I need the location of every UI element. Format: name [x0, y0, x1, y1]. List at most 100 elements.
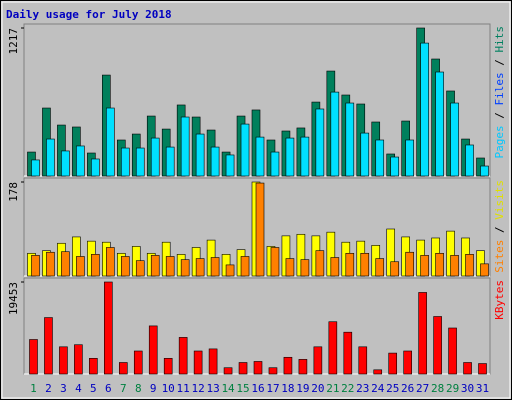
bar	[418, 292, 427, 375]
bar	[31, 159, 40, 177]
bar	[61, 251, 70, 277]
bar	[46, 251, 55, 277]
bar	[360, 252, 370, 277]
legend-item: /	[493, 220, 506, 240]
bar	[76, 145, 85, 177]
legend-item: /	[493, 53, 506, 73]
bar	[345, 252, 355, 277]
bar	[225, 264, 235, 277]
bar	[76, 256, 85, 277]
x-tick-label: 17	[266, 382, 279, 395]
bar	[465, 144, 474, 177]
bar	[270, 247, 280, 277]
bar	[270, 151, 280, 177]
bar	[315, 250, 325, 277]
bar	[285, 258, 295, 277]
bar	[225, 154, 235, 177]
bar	[405, 251, 414, 277]
x-tick-label: 13	[206, 382, 219, 395]
bar	[46, 138, 55, 177]
legend: Sites / Visits	[493, 180, 506, 273]
bar	[388, 352, 398, 375]
bar	[450, 102, 459, 177]
x-tick-label: 26	[401, 382, 414, 395]
x-tick-label: 10	[162, 382, 175, 395]
x-tick-label: 23	[356, 382, 369, 395]
bar	[478, 363, 487, 375]
bar	[390, 156, 400, 177]
bar	[91, 158, 100, 177]
bar	[375, 258, 385, 277]
bar	[403, 350, 412, 375]
bar	[61, 150, 70, 177]
bar	[480, 263, 489, 277]
x-tick-label: 29	[446, 382, 459, 395]
bar	[448, 327, 457, 375]
x-tick-label: 9	[150, 382, 157, 395]
x-tick-label: 28	[431, 382, 444, 395]
bar	[195, 133, 205, 177]
x-tick-label: 11	[177, 382, 190, 395]
bar	[450, 255, 459, 277]
x-tick-label: 7	[120, 382, 127, 395]
x-tick-label: 18	[281, 382, 294, 395]
bar	[435, 71, 444, 177]
bar	[285, 137, 295, 177]
legend: KBytes	[493, 280, 506, 320]
x-tick-label: 27	[416, 382, 429, 395]
bar	[255, 136, 265, 177]
legend-item: Files	[493, 72, 506, 105]
bar	[135, 147, 145, 177]
bar	[120, 147, 130, 177]
bar	[480, 165, 489, 177]
bar	[328, 321, 338, 375]
bar	[165, 256, 175, 277]
bar	[135, 260, 145, 277]
bar	[180, 116, 190, 177]
legend-item: Pages	[493, 125, 506, 158]
bar	[120, 256, 130, 277]
bar	[313, 346, 323, 375]
bar	[420, 42, 429, 177]
bar	[106, 247, 115, 277]
bar	[163, 358, 173, 375]
bar	[283, 356, 293, 375]
x-tick-label: 5	[90, 382, 97, 395]
x-tick-label: 20	[311, 382, 324, 395]
bar	[298, 359, 308, 375]
bar	[268, 367, 278, 375]
bar	[210, 257, 220, 277]
bar	[330, 91, 340, 177]
legend-item: KBytes	[493, 280, 506, 320]
x-tick-label: 14	[221, 382, 235, 395]
bar	[373, 369, 383, 375]
bar	[148, 325, 158, 375]
bar	[106, 107, 115, 177]
bar	[240, 123, 250, 177]
bar	[330, 257, 340, 277]
x-tick-label: 16	[251, 382, 264, 395]
bar	[74, 344, 83, 375]
x-tick-label: 8	[135, 382, 142, 395]
bar	[193, 350, 203, 375]
bar	[300, 259, 310, 277]
x-tick-label: 30	[461, 382, 474, 395]
legend-item: Sites	[493, 240, 506, 273]
x-tick-label: 2	[45, 382, 52, 395]
bar	[253, 361, 263, 375]
bar	[238, 362, 248, 375]
bar	[178, 337, 188, 375]
x-tick-label: 15	[236, 382, 249, 395]
bar	[150, 137, 160, 177]
x-tick-label: 25	[386, 382, 399, 395]
bar	[195, 258, 205, 277]
y-tick-label: 178	[7, 182, 20, 202]
x-tick-label: 6	[105, 382, 112, 395]
bar	[118, 362, 128, 375]
bar	[165, 146, 175, 177]
bar	[59, 346, 68, 375]
bar	[405, 139, 414, 177]
bar	[210, 146, 220, 177]
x-tick-label: 22	[341, 382, 354, 395]
